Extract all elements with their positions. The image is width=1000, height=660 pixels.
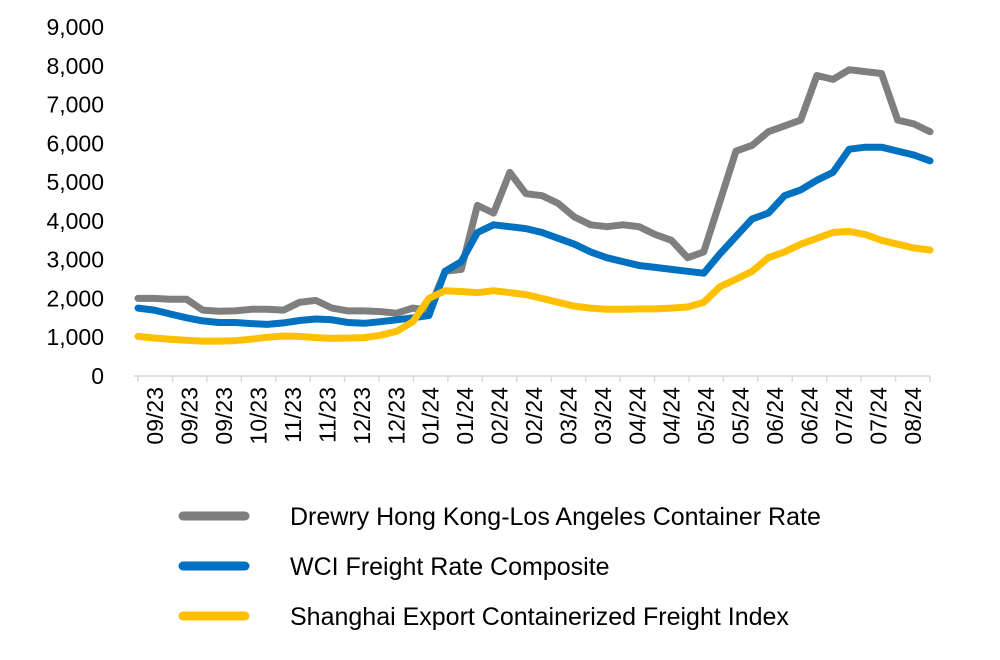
legend-label: Drewry Hong Kong-Los Angeles Container R… <box>290 503 821 531</box>
x-tick-label: 12/23 <box>383 387 409 445</box>
x-tick-label: 11/23 <box>314 387 340 443</box>
legend-item: Drewry Hong Kong-Los Angeles Container R… <box>178 503 821 531</box>
legend-item: WCI Freight Rate Composite <box>178 553 610 581</box>
x-tick-label: 06/24 <box>796 387 822 445</box>
x-tick-label: 06/24 <box>762 387 788 445</box>
x-tick-label: 05/24 <box>728 387 754 445</box>
y-tick-label: 8,000 <box>46 53 104 79</box>
series-line-0 <box>134 66 934 317</box>
y-tick-label: 2,000 <box>46 285 104 311</box>
x-tick-label: 11/23 <box>280 387 306 443</box>
x-tick-label: 01/24 <box>418 387 444 445</box>
x-tick-label: 07/24 <box>865 387 891 445</box>
x-tick-label: 05/24 <box>693 387 719 445</box>
y-tick-label: 9,000 <box>46 14 104 40</box>
x-tick-label: 04/24 <box>624 387 650 445</box>
x-axis <box>134 375 931 382</box>
y-tick-label: 6,000 <box>46 130 104 156</box>
series-line-1 <box>134 143 934 328</box>
x-tick-label: 12/23 <box>349 387 375 445</box>
y-tick-label: 3,000 <box>46 247 104 273</box>
x-tick-label: 09/23 <box>211 387 237 445</box>
x-tick-label: 03/24 <box>590 387 616 445</box>
x-tick-label: 08/24 <box>900 387 926 445</box>
legend-label: WCI Freight Rate Composite <box>290 553 610 581</box>
legend: Drewry Hong Kong-Los Angeles Container R… <box>178 503 821 631</box>
y-tick-label: 5,000 <box>46 169 104 195</box>
x-tick-label: 02/24 <box>487 387 513 445</box>
x-tick-label: 03/24 <box>555 387 581 445</box>
y-tick-label: 1,000 <box>46 324 104 350</box>
y-tick-label: 4,000 <box>46 208 104 234</box>
legend-label: Shanghai Export Containerized Freight In… <box>290 603 789 631</box>
x-tick-label: 07/24 <box>831 387 857 445</box>
series-line-2 <box>134 227 934 345</box>
y-tick-label: 0 <box>91 363 104 389</box>
series-lines <box>134 66 934 345</box>
x-tick-label: 02/24 <box>521 387 547 445</box>
x-tick-label: 09/23 <box>142 387 168 445</box>
x-tick-label: 09/23 <box>177 387 203 445</box>
x-axis-tick-labels: 09/23 09/23 09/23 10/23 11/23 11/23 12/23 12/23… <box>142 387 926 445</box>
x-tick-label: 01/24 <box>452 387 478 445</box>
y-tick-label: 7,000 <box>46 92 104 118</box>
x-tick-label: 10/23 <box>246 387 272 445</box>
y-axis-tick-labels: 0 1,000 2,000 3,000 4,000 5,000 6,000 7,000 8,00… <box>46 14 104 389</box>
x-tick-label: 04/24 <box>659 387 685 445</box>
legend-item: Shanghai Export Containerized Freight In… <box>178 603 789 631</box>
